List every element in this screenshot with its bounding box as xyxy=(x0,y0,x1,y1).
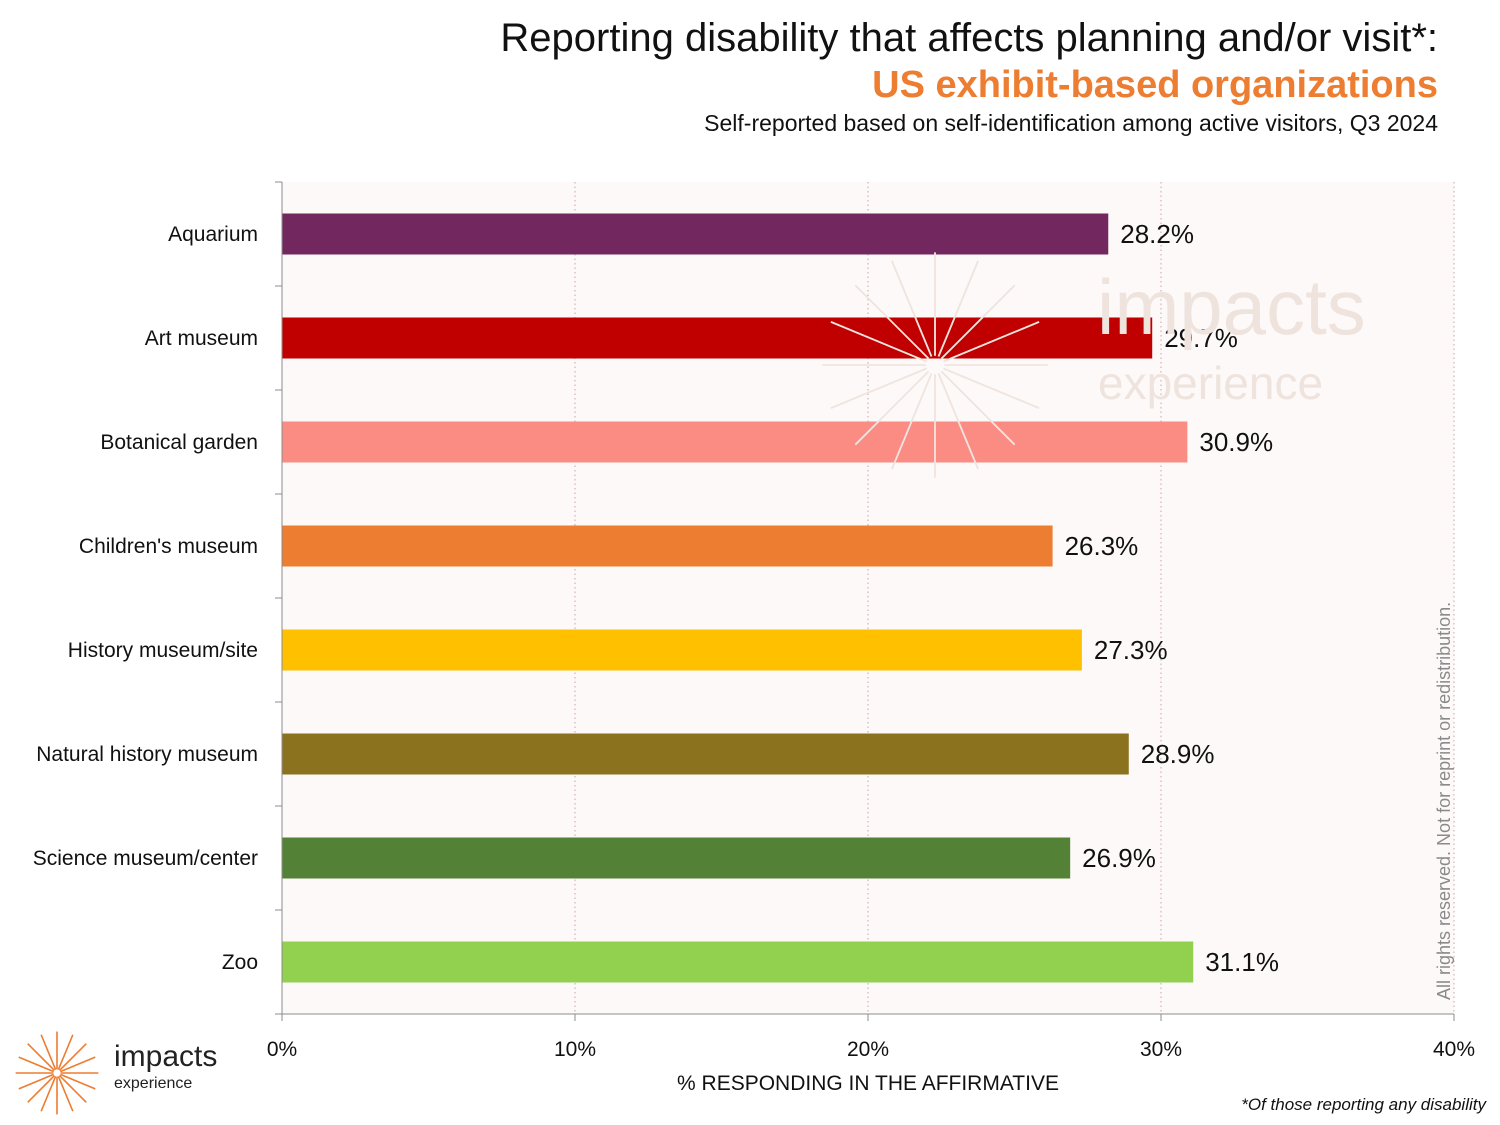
chart-subtitle: Self-reported based on self-identificati… xyxy=(704,110,1438,136)
category-label: Natural history museum xyxy=(36,743,258,766)
category-label: Science museum/center xyxy=(33,847,258,870)
category-label: Art museum xyxy=(145,327,258,350)
x-tick-label: 30% xyxy=(1140,1038,1182,1061)
bar xyxy=(282,317,1153,359)
bar xyxy=(282,421,1188,463)
watermark-text: impacts xyxy=(1097,263,1366,351)
bars: 28.2% Aquarium 29.7% Art museum 30.9% Botanic… xyxy=(33,213,1279,983)
x-axis-title: % RESPONDING IN THE AFFIRMATIVE xyxy=(677,1072,1059,1095)
axes: 0% 10% 20% 30% 40% xyxy=(267,181,1475,1061)
data-label: 31.1% xyxy=(1205,947,1279,977)
chart-subtitle-accent: US exhibit-based organizations xyxy=(872,64,1438,106)
logo-text: impacts xyxy=(114,1040,218,1073)
x-tick-label: 10% xyxy=(554,1038,596,1061)
data-label: 26.9% xyxy=(1082,843,1156,873)
bar xyxy=(282,837,1071,879)
category-label: History museum/site xyxy=(68,639,258,662)
watermark-subtext: experience xyxy=(1098,357,1324,409)
x-tick-label: 20% xyxy=(847,1038,889,1061)
data-label: 26.3% xyxy=(1065,531,1139,561)
data-label: 28.9% xyxy=(1141,739,1215,769)
category-label: Botanical garden xyxy=(100,431,258,454)
data-label: 29.7% xyxy=(1164,323,1238,353)
rights-notice: All rights reserved. Not for reprint or … xyxy=(1434,601,1454,1000)
category-label: Aquarium xyxy=(168,223,258,246)
category-label: Children's museum xyxy=(79,535,258,558)
category-label: Zoo xyxy=(222,951,258,974)
chart-title: Reporting disability that affects planni… xyxy=(500,16,1438,60)
bar xyxy=(282,733,1129,775)
data-label: 27.3% xyxy=(1094,635,1168,665)
bar xyxy=(282,525,1053,567)
bar xyxy=(282,629,1082,671)
x-tick-label: 40% xyxy=(1433,1038,1475,1061)
logo-subtext: experience xyxy=(114,1075,193,1092)
bar xyxy=(282,213,1109,255)
watermark-starburst-icon xyxy=(822,252,1048,478)
impacts-logo-starburst-icon xyxy=(15,1031,99,1115)
x-tick-label: 0% xyxy=(267,1038,297,1061)
footnote: *Of those reporting any disability xyxy=(1241,1095,1486,1114)
bar xyxy=(282,941,1194,983)
data-label: 30.9% xyxy=(1199,427,1273,457)
data-label: 28.2% xyxy=(1120,219,1194,249)
